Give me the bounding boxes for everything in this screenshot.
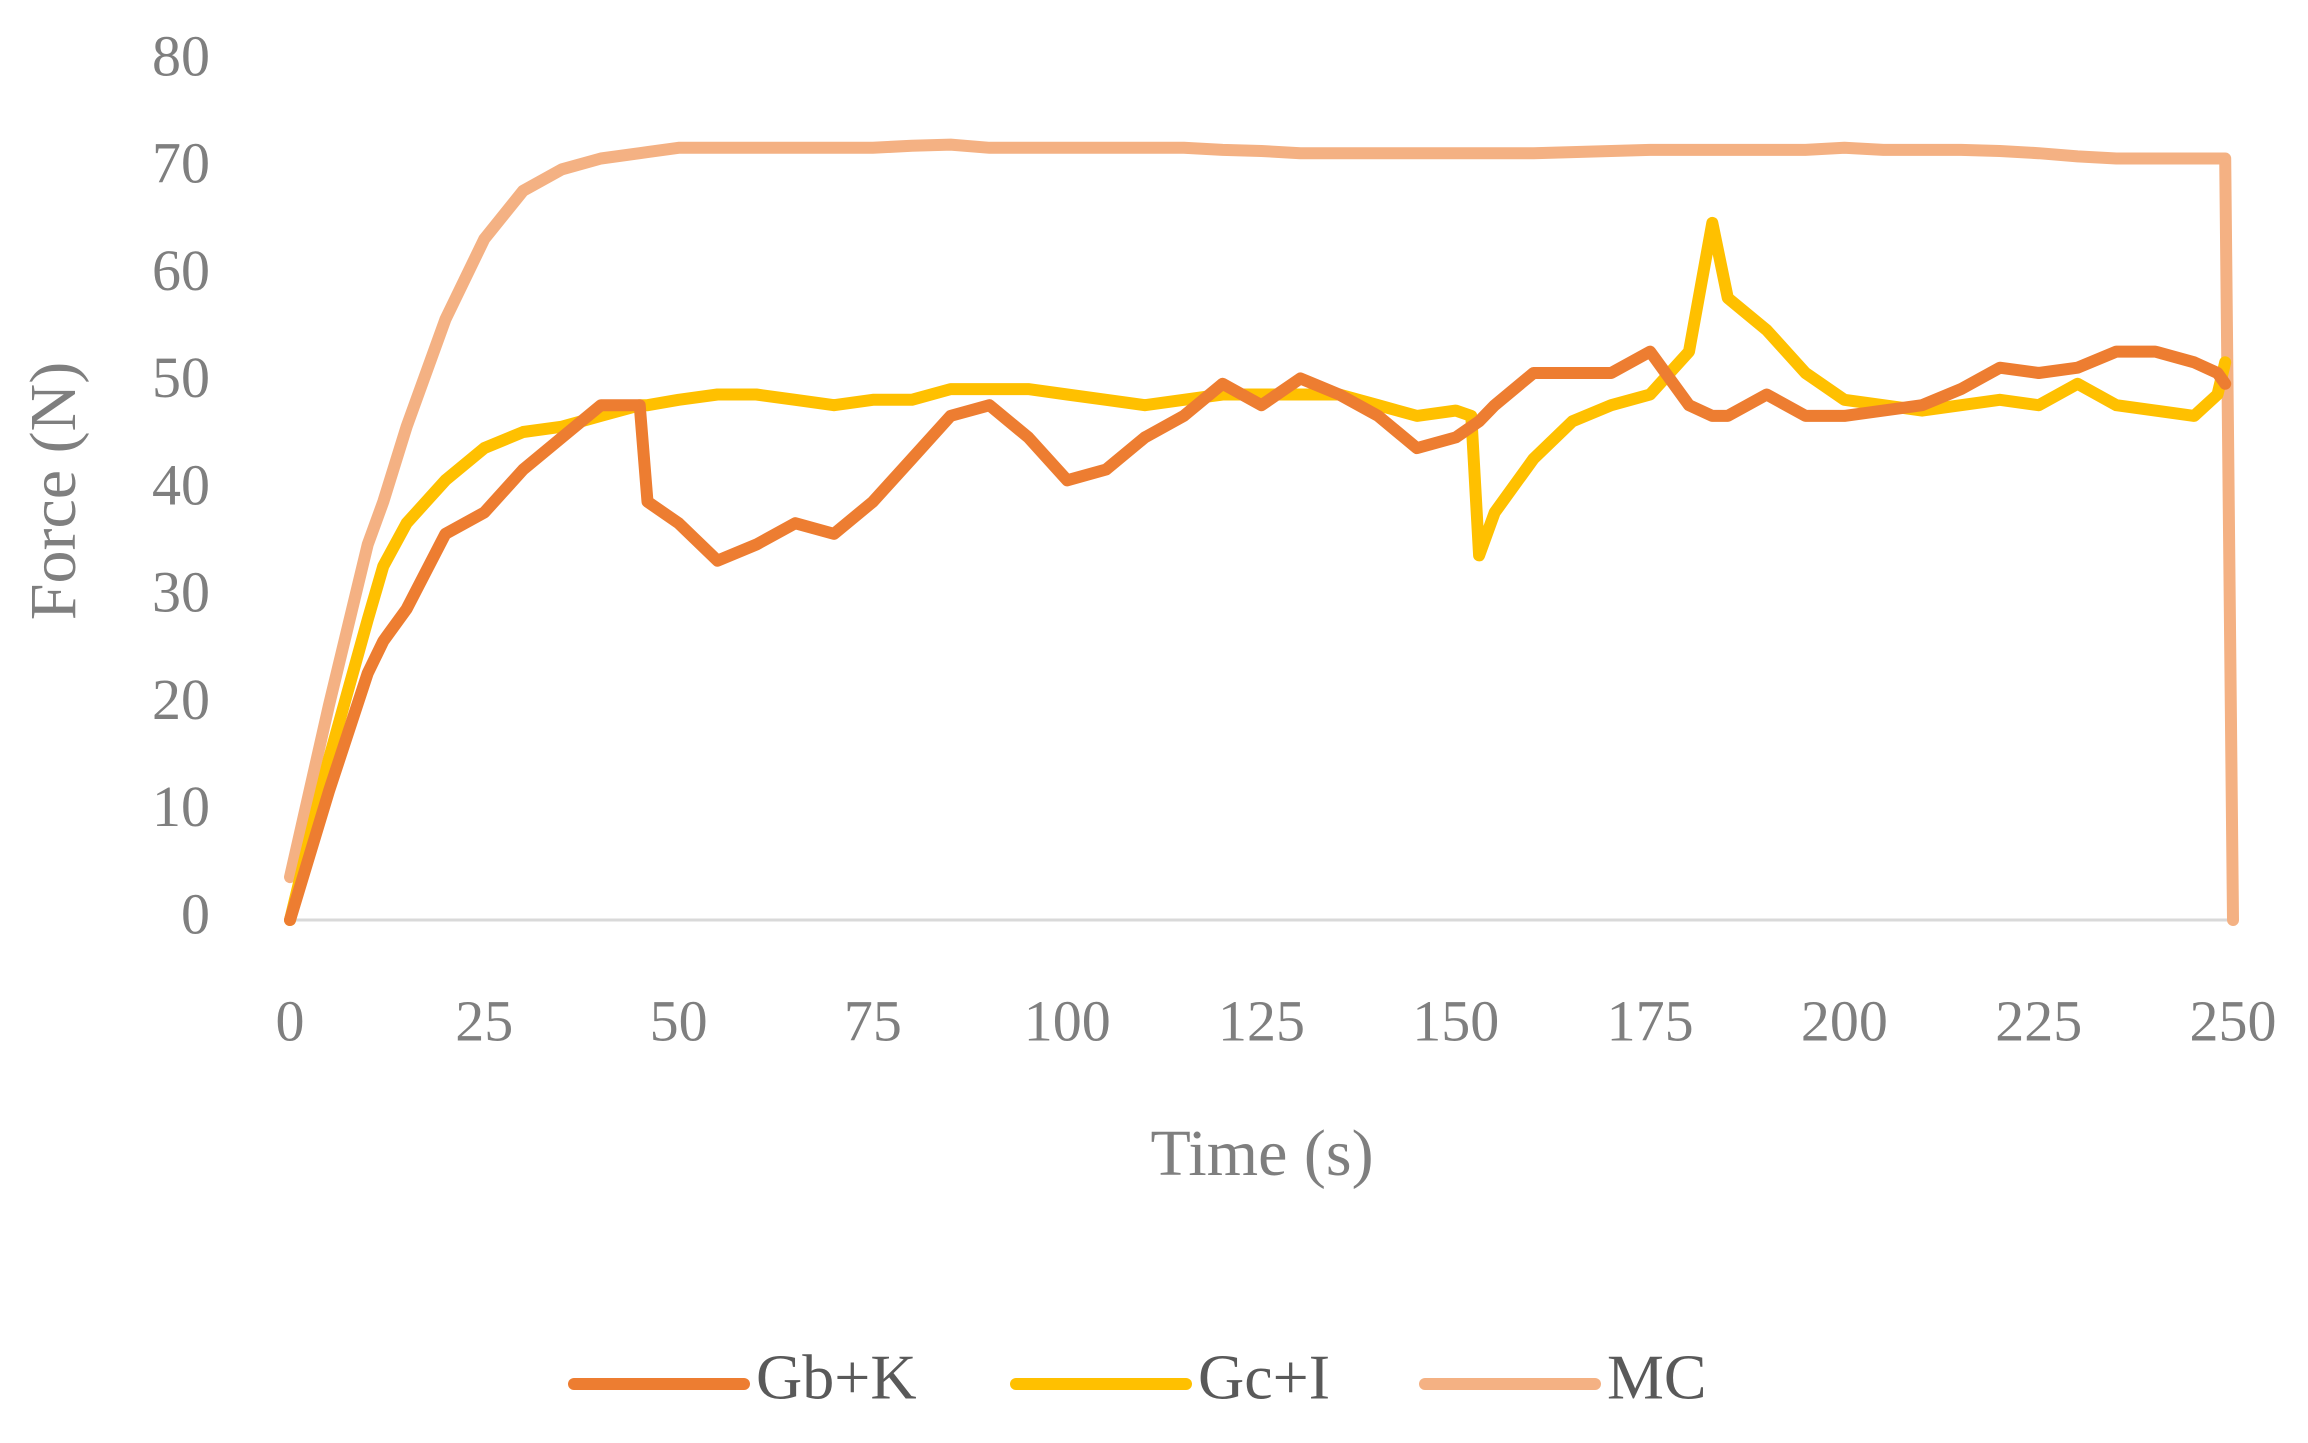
legend-label: Gb+K	[756, 1342, 917, 1413]
x-tick-label: 150	[1412, 988, 1499, 1053]
y-tick-label: 50	[152, 345, 210, 410]
x-axis-title: Time (s)	[1150, 1117, 1373, 1190]
x-tick-label: 75	[844, 988, 902, 1053]
y-tick-label: 20	[152, 667, 210, 732]
x-tick-label: 225	[1995, 988, 2082, 1053]
series-line	[284, 138, 2239, 926]
y-tick-label: 30	[152, 560, 210, 625]
y-tick-label: 70	[152, 131, 210, 196]
x-tick-label: 175	[1607, 988, 1694, 1053]
series-line	[284, 345, 2232, 926]
y-tick-label: 10	[152, 774, 210, 839]
legend-label: MC	[1607, 1342, 1707, 1413]
y-tick-label: 0	[181, 881, 210, 946]
y-tick-label: 60	[152, 238, 210, 303]
x-tick-label: 100	[1024, 988, 1111, 1053]
x-tick-label: 250	[2190, 988, 2277, 1053]
x-tick-label: 50	[650, 988, 708, 1053]
x-tick-label: 0	[276, 988, 305, 1053]
legend-label: Gc+I	[1198, 1342, 1330, 1413]
y-tick-label: 80	[152, 23, 210, 88]
x-tick-label: 25	[455, 988, 513, 1053]
x-tick-label: 125	[1218, 988, 1305, 1053]
y-tick-label: 40	[152, 452, 210, 517]
y-axis-title: Force (N)	[17, 362, 90, 620]
x-tick-label: 200	[1801, 988, 1888, 1053]
